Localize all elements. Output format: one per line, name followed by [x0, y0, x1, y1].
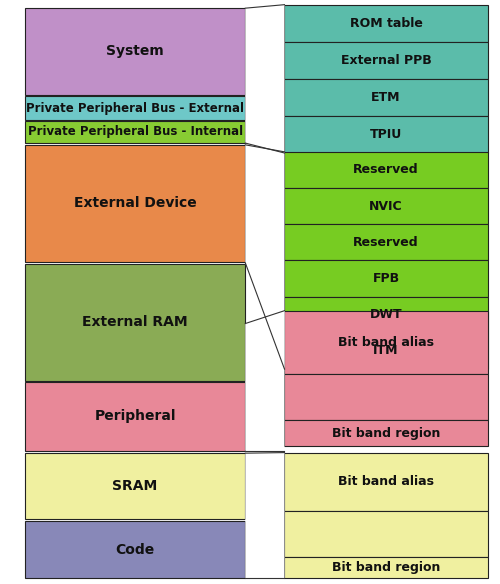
Bar [25, 121, 246, 143]
Bar [284, 260, 488, 297]
Bar [284, 420, 488, 446]
Bar [284, 453, 488, 511]
Polygon shape [246, 5, 284, 153]
Text: External Device: External Device [74, 196, 196, 210]
Bar [284, 188, 488, 224]
Bar [25, 382, 246, 451]
Text: Code: Code [116, 543, 154, 557]
Bar [284, 5, 488, 42]
Text: NVIC: NVIC [370, 200, 403, 213]
Bar [284, 557, 488, 578]
Text: Bit band alias: Bit band alias [338, 475, 434, 488]
Polygon shape [246, 311, 284, 451]
Bar [25, 96, 246, 120]
Bar [284, 297, 488, 333]
Text: ETM: ETM [372, 91, 401, 105]
Text: SRAM: SRAM [112, 479, 158, 492]
Bar [284, 116, 488, 153]
Polygon shape [246, 453, 284, 578]
Text: TPIU: TPIU [370, 128, 402, 141]
Polygon shape [246, 145, 284, 369]
Text: Private Peripheral Bus - Internal: Private Peripheral Bus - Internal [28, 126, 242, 138]
Bar [284, 224, 488, 260]
Text: Bit band alias: Bit band alias [338, 336, 434, 349]
Bar [284, 311, 488, 374]
Text: Reserved: Reserved [354, 236, 419, 249]
Bar [25, 264, 246, 381]
Text: DWT: DWT [370, 308, 402, 321]
Text: ROM table: ROM table [350, 17, 422, 30]
Text: External RAM: External RAM [82, 315, 188, 329]
Text: Bit band region: Bit band region [332, 561, 440, 574]
Bar [284, 79, 488, 116]
Bar [284, 511, 488, 557]
Bar [284, 42, 488, 79]
Text: Peripheral: Peripheral [94, 409, 176, 423]
Bar [25, 8, 246, 95]
Bar [284, 333, 488, 369]
Text: ITM: ITM [374, 345, 399, 357]
Bar [25, 453, 246, 519]
Bar [25, 145, 246, 262]
Text: External PPB: External PPB [340, 54, 432, 67]
Bar [284, 152, 488, 188]
Text: FPB: FPB [372, 272, 400, 285]
Text: Private Peripheral Bus - External: Private Peripheral Bus - External [26, 102, 244, 114]
Text: Bit band region: Bit band region [332, 427, 440, 440]
Bar [25, 521, 246, 578]
Text: Reserved: Reserved [354, 164, 419, 176]
Text: System: System [106, 44, 164, 58]
Bar [284, 374, 488, 420]
